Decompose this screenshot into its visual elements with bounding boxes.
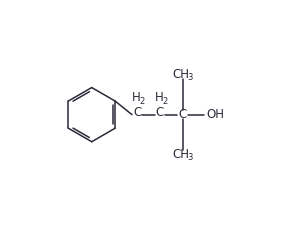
Text: C: C [179, 108, 187, 121]
Text: 2: 2 [140, 97, 145, 106]
Text: H: H [155, 91, 163, 104]
Text: C: C [133, 106, 141, 119]
Text: 3: 3 [187, 153, 192, 162]
Text: OH: OH [206, 108, 224, 121]
Text: CH: CH [173, 148, 190, 161]
Text: C: C [156, 106, 164, 119]
Text: H: H [132, 91, 140, 104]
Text: 3: 3 [187, 73, 192, 82]
Text: 2: 2 [162, 97, 168, 106]
Text: CH: CH [173, 68, 190, 81]
